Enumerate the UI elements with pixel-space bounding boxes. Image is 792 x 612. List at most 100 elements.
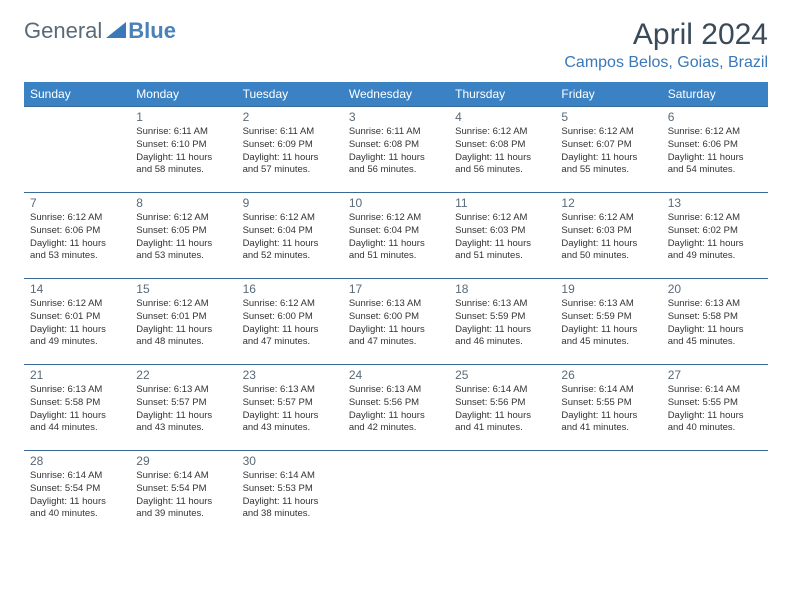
day-header: Thursday — [449, 82, 555, 107]
day-number: 27 — [668, 368, 762, 382]
day-number: 18 — [455, 282, 549, 296]
day-cell: 8Sunrise: 6:12 AMSunset: 6:05 PMDaylight… — [130, 193, 236, 279]
daylight-text: Daylight: 11 hours and 46 minutes. — [455, 324, 549, 350]
sunset-text: Sunset: 6:00 PM — [243, 311, 337, 324]
daylight-text: Daylight: 11 hours and 49 minutes. — [668, 238, 762, 264]
day-cell: 9Sunrise: 6:12 AMSunset: 6:04 PMDaylight… — [237, 193, 343, 279]
daylight-text: Daylight: 11 hours and 51 minutes. — [349, 238, 443, 264]
sunset-text: Sunset: 5:54 PM — [30, 483, 124, 496]
sunset-text: Sunset: 5:59 PM — [561, 311, 655, 324]
sunrise-text: Sunrise: 6:12 AM — [668, 212, 762, 225]
day-cell: 11Sunrise: 6:12 AMSunset: 6:03 PMDayligh… — [449, 193, 555, 279]
daylight-text: Daylight: 11 hours and 56 minutes. — [349, 152, 443, 178]
day-header: Sunday — [24, 82, 130, 107]
daylight-text: Daylight: 11 hours and 40 minutes. — [30, 496, 124, 522]
sunset-text: Sunset: 5:55 PM — [668, 397, 762, 410]
day-number: 26 — [561, 368, 655, 382]
sunset-text: Sunset: 5:55 PM — [561, 397, 655, 410]
day-cell — [555, 451, 661, 537]
day-number: 16 — [243, 282, 337, 296]
sunrise-text: Sunrise: 6:12 AM — [243, 212, 337, 225]
calendar-table: Sunday Monday Tuesday Wednesday Thursday… — [24, 82, 768, 537]
day-number: 12 — [561, 196, 655, 210]
day-number: 3 — [349, 110, 443, 124]
day-cell: 10Sunrise: 6:12 AMSunset: 6:04 PMDayligh… — [343, 193, 449, 279]
sunrise-text: Sunrise: 6:11 AM — [349, 126, 443, 139]
sunrise-text: Sunrise: 6:12 AM — [349, 212, 443, 225]
sunrise-text: Sunrise: 6:13 AM — [30, 384, 124, 397]
day-cell: 4Sunrise: 6:12 AMSunset: 6:08 PMDaylight… — [449, 107, 555, 193]
daylight-text: Daylight: 11 hours and 42 minutes. — [349, 410, 443, 436]
daylight-text: Daylight: 11 hours and 49 minutes. — [30, 324, 124, 350]
day-header: Saturday — [662, 82, 768, 107]
day-cell: 5Sunrise: 6:12 AMSunset: 6:07 PMDaylight… — [555, 107, 661, 193]
sunrise-text: Sunrise: 6:13 AM — [561, 298, 655, 311]
sunrise-text: Sunrise: 6:13 AM — [243, 384, 337, 397]
day-number: 13 — [668, 196, 762, 210]
day-number: 8 — [136, 196, 230, 210]
location-text: Campos Belos, Goias, Brazil — [564, 54, 768, 72]
month-title: April 2024 — [564, 18, 768, 52]
daylight-text: Daylight: 11 hours and 45 minutes. — [668, 324, 762, 350]
day-cell: 27 Sunrise: 6:14 AMSunset: 5:55 PMDayligh… — [662, 365, 768, 451]
day-cell: 1Sunrise: 6:11 AMSunset: 6:10 PMDaylight… — [130, 107, 236, 193]
daylight-text: Daylight: 11 hours and 41 minutes. — [455, 410, 549, 436]
week-row: 28Sunrise: 6:14 AMSunset: 5:54 PMDayligh… — [24, 451, 768, 537]
day-number: 30 — [243, 454, 337, 468]
day-cell: 30Sunrise: 6:14 AMSunset: 5:53 PMDayligh… — [237, 451, 343, 537]
logo-triangle-icon — [106, 18, 126, 44]
day-number: 7 — [30, 196, 124, 210]
sunrise-text: Sunrise: 6:14 AM — [30, 470, 124, 483]
day-cell: 22Sunrise: 6:13 AMSunset: 5:57 PMDayligh… — [130, 365, 236, 451]
day-number: 20 — [668, 282, 762, 296]
header: General Blue April 2024 Campos Belos, Go… — [24, 18, 768, 72]
day-number: 29 — [136, 454, 230, 468]
day-cell: 21Sunrise: 6:13 AMSunset: 5:58 PMDayligh… — [24, 365, 130, 451]
daylight-text: Daylight: 11 hours and 39 minutes. — [136, 496, 230, 522]
day-cell — [343, 451, 449, 537]
daylight-text: Daylight: 11 hours and 48 minutes. — [136, 324, 230, 350]
sunset-text: Sunset: 6:08 PM — [349, 139, 443, 152]
sunset-text: Sunset: 6:04 PM — [243, 225, 337, 238]
sunset-text: Sunset: 6:01 PM — [136, 311, 230, 324]
sunrise-text: Sunrise: 6:12 AM — [243, 298, 337, 311]
calendar-body: 1Sunrise: 6:11 AMSunset: 6:10 PMDaylight… — [24, 107, 768, 537]
sunset-text: Sunset: 5:57 PM — [136, 397, 230, 410]
daylight-text: Daylight: 11 hours and 41 minutes. — [561, 410, 655, 436]
day-number: 21 — [30, 368, 124, 382]
sunset-text: Sunset: 6:07 PM — [561, 139, 655, 152]
day-number: 28 — [30, 454, 124, 468]
sunrise-text: Sunrise: 6:11 AM — [136, 126, 230, 139]
sunrise-text: Sunrise: 6:13 AM — [349, 298, 443, 311]
daylight-text: Daylight: 11 hours and 38 minutes. — [243, 496, 337, 522]
week-row: 21Sunrise: 6:13 AMSunset: 5:58 PMDayligh… — [24, 365, 768, 451]
daylight-text: Daylight: 11 hours and 40 minutes. — [668, 410, 762, 436]
daylight-text: Daylight: 11 hours and 54 minutes. — [668, 152, 762, 178]
day-cell: 26Sunrise: 6:14 AMSunset: 5:55 PMDayligh… — [555, 365, 661, 451]
day-header: Wednesday — [343, 82, 449, 107]
day-number: 11 — [455, 196, 549, 210]
daylight-text: Daylight: 11 hours and 53 minutes. — [136, 238, 230, 264]
day-header: Monday — [130, 82, 236, 107]
sunset-text: Sunset: 6:02 PM — [668, 225, 762, 238]
sunrise-text: Sunrise: 6:12 AM — [455, 126, 549, 139]
day-cell: 19Sunrise: 6:13 AMSunset: 5:59 PMDayligh… — [555, 279, 661, 365]
sunrise-text: Sunrise: 6:12 AM — [30, 298, 124, 311]
sunrise-text: Sunrise: 6:12 AM — [668, 126, 762, 139]
daylight-text: Daylight: 11 hours and 56 minutes. — [455, 152, 549, 178]
day-cell — [662, 451, 768, 537]
daylight-text: Daylight: 11 hours and 47 minutes. — [349, 324, 443, 350]
daylight-text: Daylight: 11 hours and 50 minutes. — [561, 238, 655, 264]
sunset-text: Sunset: 6:01 PM — [30, 311, 124, 324]
day-header: Tuesday — [237, 82, 343, 107]
day-cell: 14Sunrise: 6:12 AMSunset: 6:01 PMDayligh… — [24, 279, 130, 365]
sunset-text: Sunset: 6:09 PM — [243, 139, 337, 152]
sunrise-text: Sunrise: 6:12 AM — [30, 212, 124, 225]
sunrise-text: Sunrise: 6:14 AM — [668, 384, 762, 397]
day-cell: 17Sunrise: 6:13 AMSunset: 6:00 PMDayligh… — [343, 279, 449, 365]
day-number: 24 — [349, 368, 443, 382]
daylight-text: Daylight: 11 hours and 53 minutes. — [30, 238, 124, 264]
sunset-text: Sunset: 5:58 PM — [668, 311, 762, 324]
sunset-text: Sunset: 5:53 PM — [243, 483, 337, 496]
day-cell: 13 Sunrise: 6:12 AMSunset: 6:02 PMDayligh… — [662, 193, 768, 279]
